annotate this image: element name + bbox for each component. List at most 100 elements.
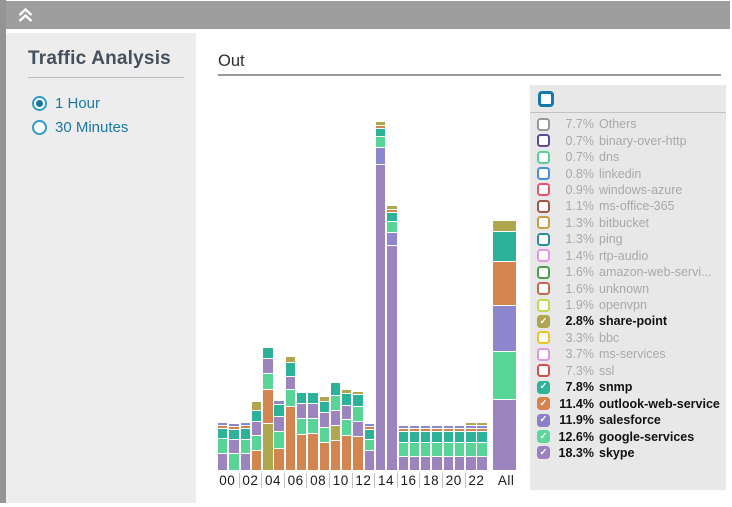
bar-segment-snmp bbox=[443, 432, 454, 442]
checkbox-unchecked-icon: ✓ bbox=[537, 199, 550, 213]
bar-segment-google-services bbox=[251, 436, 262, 450]
bar-15[interactable] bbox=[387, 205, 397, 470]
legend-panel: ✓ 7.7% Others ✓ 0.7% binary-over-http ✓ 0.7% dns… bbox=[530, 85, 726, 490]
x-axis-label-22: 22 bbox=[464, 473, 488, 488]
bar-20[interactable] bbox=[443, 425, 454, 470]
bar-11[interactable] bbox=[342, 389, 352, 470]
bar-14[interactable] bbox=[375, 121, 386, 470]
radio-1-hour[interactable]: 1 Hour bbox=[32, 95, 196, 112]
bar-segment-snmp bbox=[218, 429, 228, 438]
radio-30-minutes[interactable]: 30 Minutes bbox=[32, 119, 196, 136]
bar-16[interactable] bbox=[398, 425, 408, 470]
legend-item-windows-azure[interactable]: ✓ 0.9% windows-azure bbox=[530, 182, 726, 198]
legend-label: unknown bbox=[599, 281, 650, 296]
legend-item-unknown[interactable]: ✓ 1.6% unknown bbox=[530, 280, 726, 296]
legend-item-Others[interactable]: ✓ 7.7% Others bbox=[530, 116, 726, 132]
legend-label: linkedin bbox=[599, 166, 642, 181]
bar-00[interactable] bbox=[218, 422, 228, 470]
legend-label: dns bbox=[599, 150, 620, 165]
x-axis-label-06: 06 bbox=[283, 473, 307, 488]
bar-segment-google-services bbox=[308, 419, 318, 433]
legend-item-ms-services[interactable]: ✓ 3.7% ms-services bbox=[530, 346, 726, 362]
bar-21[interactable] bbox=[454, 425, 465, 470]
legend-percent: 1.6% bbox=[565, 281, 595, 296]
bar-06[interactable] bbox=[285, 356, 296, 470]
checkbox-unchecked-icon: ✓ bbox=[537, 117, 550, 131]
x-axis-label-02: 02 bbox=[238, 473, 262, 488]
bar-03[interactable] bbox=[251, 401, 262, 470]
bar-segment-snmp bbox=[342, 394, 352, 405]
bar-segment-skype bbox=[454, 457, 465, 470]
bar-segment-share-point bbox=[477, 423, 487, 425]
bar-segment-skype bbox=[477, 457, 487, 470]
bar-12[interactable] bbox=[353, 391, 363, 470]
bar-13[interactable] bbox=[364, 423, 375, 470]
bar-05[interactable] bbox=[274, 400, 284, 470]
top-header-bar bbox=[6, 1, 730, 29]
chart-title: Out bbox=[218, 52, 245, 70]
bar-segment-skype bbox=[342, 406, 352, 419]
legend-item-ms-office-365[interactable]: ✓ 1.1% ms-office-365 bbox=[530, 198, 726, 214]
legend-item-salesforce[interactable]: ✓ 11.9% salesforce bbox=[530, 412, 726, 428]
legend-item-amazon-web-servi[interactable]: ✓ 1.6% amazon-web-servi... bbox=[530, 264, 726, 280]
collapse-button[interactable] bbox=[12, 4, 38, 26]
bar-segment-outlook-web-service bbox=[432, 429, 442, 431]
legend-item-skype[interactable]: ✓ 18.3% skype bbox=[530, 445, 726, 461]
x-axis-label-00: 00 bbox=[219, 473, 236, 488]
bar-segment-share-point bbox=[492, 221, 516, 231]
bar-segment-salesforce bbox=[398, 426, 408, 428]
bar-All[interactable] bbox=[492, 220, 516, 470]
legend-percent: 0.8% bbox=[565, 166, 595, 181]
legend-item-dns[interactable]: ✓ 0.7% dns bbox=[530, 149, 726, 165]
bar-segment-google-services bbox=[443, 443, 454, 456]
legend-item-bitbucket[interactable]: ✓ 1.3% bitbucket bbox=[530, 215, 726, 231]
checkbox-unchecked-icon: ✓ bbox=[537, 216, 550, 230]
bar-segment-salesforce bbox=[477, 426, 487, 428]
bar-segment-skype bbox=[398, 457, 408, 470]
x-axis-label-14: 14 bbox=[374, 473, 397, 488]
bar-segment-skype bbox=[319, 413, 329, 427]
legend-item-share-point[interactable]: ✓ 2.8% share-point bbox=[530, 313, 726, 329]
bar-segment-skype bbox=[432, 457, 442, 470]
bar-segment-snmp bbox=[330, 383, 341, 395]
legend-select-all-checkbox[interactable] bbox=[538, 91, 554, 107]
bar-02[interactable] bbox=[240, 422, 250, 470]
stacked-bar-chart bbox=[218, 88, 530, 470]
legend-item-binary-over-http[interactable]: ✓ 0.7% binary-over-http bbox=[530, 132, 726, 148]
legend-item-linkedin[interactable]: ✓ 0.8% linkedin bbox=[530, 165, 726, 181]
bar-segment-snmp bbox=[387, 213, 397, 221]
legend-item-snmp[interactable]: ✓ 7.8% snmp bbox=[530, 379, 726, 395]
legend-item-google-services[interactable]: ✓ 12.6% google-services bbox=[530, 428, 726, 444]
bar-19[interactable] bbox=[432, 425, 442, 470]
legend-label: skype bbox=[599, 445, 635, 460]
bar-18[interactable] bbox=[421, 425, 431, 470]
legend-item-ping[interactable]: ✓ 1.3% ping bbox=[530, 231, 726, 247]
legend-item-rtp-audio[interactable]: ✓ 1.4% rtp-audio bbox=[530, 248, 726, 264]
bar-04[interactable] bbox=[263, 347, 273, 470]
bar-segment-share-point bbox=[466, 423, 476, 425]
legend-label: bbc bbox=[599, 330, 620, 345]
legend-item-bbc[interactable]: ✓ 3.3% bbc bbox=[530, 330, 726, 346]
legend-percent: 11.9% bbox=[559, 413, 594, 428]
bar-segment-snmp bbox=[251, 411, 262, 421]
bar-segment-skype bbox=[251, 422, 262, 435]
bar-segment-snmp bbox=[492, 232, 516, 261]
bar-07[interactable] bbox=[296, 392, 307, 470]
bar-segment-snmp bbox=[398, 432, 408, 442]
bar-segment-snmp bbox=[454, 432, 465, 442]
bar-segment-outlook-web-service bbox=[443, 429, 454, 431]
bar-22[interactable] bbox=[466, 422, 476, 470]
radio-30-minutes-label: 30 Minutes bbox=[55, 119, 129, 136]
bar-23[interactable] bbox=[477, 422, 487, 470]
bar-segment-snmp bbox=[240, 429, 250, 439]
legend-item-ssl[interactable]: ✓ 7.3% ssl bbox=[530, 363, 726, 379]
legend-percent: 7.7% bbox=[565, 117, 595, 132]
bar-08[interactable] bbox=[308, 392, 318, 470]
bar-10[interactable] bbox=[330, 382, 341, 470]
legend-item-outlook-web-service[interactable]: ✓ 11.4% outlook-web-service bbox=[530, 395, 726, 411]
bar-segment-share-point bbox=[251, 402, 262, 410]
bar-09[interactable] bbox=[319, 396, 329, 470]
bar-17[interactable] bbox=[409, 425, 420, 470]
legend-item-openvpn[interactable]: ✓ 1.9% openvpn bbox=[530, 297, 726, 313]
bar-01[interactable] bbox=[229, 423, 239, 470]
